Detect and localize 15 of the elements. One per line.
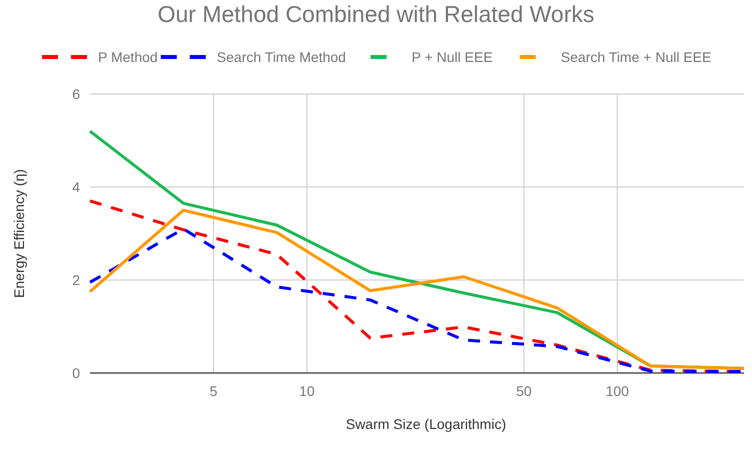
- legend-label: Search Time Method: [216, 49, 346, 65]
- chart-title: Our Method Combined with Related Works: [158, 1, 594, 27]
- legend-label: P + Null EEE: [412, 49, 493, 65]
- y-tick-label: 2: [72, 272, 80, 288]
- y-axis-title: Energy Efficiency (η): [11, 169, 27, 298]
- legend-label: Search Time + Null EEE: [560, 49, 712, 65]
- x-tick-label: 10: [299, 383, 315, 399]
- y-tick-label: 0: [72, 365, 80, 381]
- x-axis-title: Swarm Size (Logarithmic): [346, 416, 506, 432]
- x-tick-label: 50: [516, 383, 532, 399]
- x-tick-label: 100: [606, 383, 630, 399]
- y-tick-label: 6: [72, 86, 80, 102]
- x-tick-label: 5: [210, 383, 218, 399]
- y-tick-label: 4: [72, 179, 80, 195]
- legend-label: P Method: [98, 49, 158, 65]
